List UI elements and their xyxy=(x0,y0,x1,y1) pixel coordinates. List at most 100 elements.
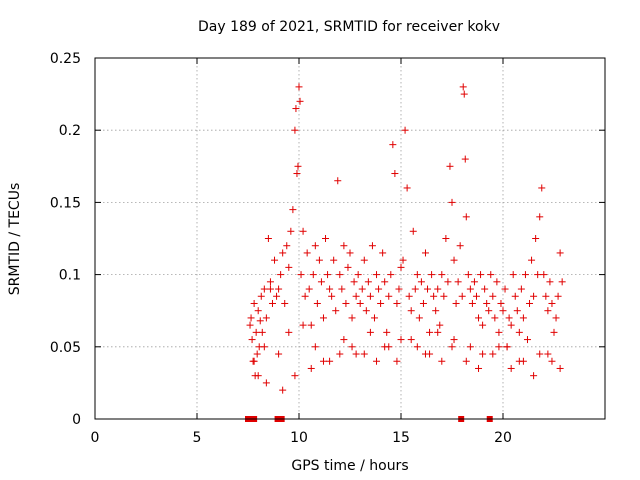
data-point xyxy=(411,285,419,293)
data-point xyxy=(515,328,523,336)
data-point xyxy=(305,285,313,293)
data-point xyxy=(448,343,456,351)
axis-ticks xyxy=(94,57,605,420)
data-point xyxy=(526,299,534,307)
data-point xyxy=(350,278,358,286)
data-point xyxy=(477,271,485,279)
data-point xyxy=(352,350,360,358)
data-point xyxy=(428,271,436,279)
data-point xyxy=(289,206,297,214)
data-point xyxy=(519,314,527,322)
data-point xyxy=(554,292,562,300)
data-point xyxy=(407,336,415,344)
y-tick-label: 0 xyxy=(72,412,81,428)
data-point xyxy=(252,328,260,336)
x-tick-label: 15 xyxy=(392,430,410,446)
data-point xyxy=(373,357,381,365)
data-point xyxy=(470,278,478,286)
data-point xyxy=(260,285,268,293)
data-point xyxy=(458,292,466,300)
data-point xyxy=(364,278,372,286)
data-point xyxy=(459,83,467,91)
data-point xyxy=(328,292,336,300)
data-point xyxy=(285,328,293,336)
data-point xyxy=(264,235,272,242)
data-point xyxy=(352,292,360,300)
data-point xyxy=(450,256,458,264)
data-point xyxy=(421,249,429,257)
data-point xyxy=(292,105,300,113)
data-point xyxy=(399,256,407,264)
x-tick-label: 0 xyxy=(91,430,100,446)
data-point xyxy=(497,299,505,307)
data-point xyxy=(340,336,348,344)
data-point xyxy=(521,271,529,279)
data-point xyxy=(536,213,544,221)
data-point xyxy=(540,271,548,279)
data-point xyxy=(446,162,454,170)
data-point xyxy=(250,299,258,307)
data-point xyxy=(462,213,470,221)
data-point xyxy=(475,364,483,372)
data-point xyxy=(262,314,270,322)
data-point xyxy=(436,321,444,329)
data-point xyxy=(256,317,264,325)
y-tick-label: 0.25 xyxy=(50,51,81,67)
data-point xyxy=(313,299,321,307)
data-point xyxy=(517,285,525,293)
data-point xyxy=(479,321,487,329)
data-point xyxy=(279,249,287,257)
data-point xyxy=(322,235,330,242)
grid xyxy=(95,58,605,419)
data-point xyxy=(279,386,287,394)
data-point xyxy=(493,278,501,286)
data-point xyxy=(444,278,452,286)
data-point xyxy=(379,249,387,257)
data-point xyxy=(397,336,405,344)
data-point xyxy=(319,357,327,365)
data-point xyxy=(417,278,425,286)
data-point xyxy=(383,328,391,336)
data-point xyxy=(291,372,299,380)
data-point xyxy=(293,170,301,178)
data-point xyxy=(556,364,564,372)
data-point xyxy=(366,328,374,336)
data-point xyxy=(366,292,374,300)
data-point xyxy=(358,285,366,293)
data-point xyxy=(356,299,364,307)
data-point xyxy=(397,263,405,271)
data-point xyxy=(311,242,319,250)
data-point xyxy=(317,278,325,286)
data-point xyxy=(544,350,552,358)
data-point xyxy=(334,177,342,185)
data-point xyxy=(481,285,489,293)
data-point xyxy=(489,350,497,358)
data-point xyxy=(360,256,368,264)
data-point xyxy=(297,271,305,279)
data-point xyxy=(407,307,415,315)
data-point xyxy=(253,350,261,358)
data-point xyxy=(296,97,304,105)
data-point xyxy=(440,292,448,300)
data-point xyxy=(266,278,274,286)
data-point xyxy=(260,343,268,351)
data-point xyxy=(550,328,558,336)
data-point xyxy=(430,292,438,300)
data-point xyxy=(275,285,283,293)
y-tick-labels: 0 0.05 0.1 0.15 0.2 0.25 xyxy=(50,51,81,428)
data-point xyxy=(403,184,411,192)
data-point xyxy=(523,336,531,344)
data-point xyxy=(381,278,389,286)
data-point xyxy=(348,314,356,322)
data-point xyxy=(303,249,311,257)
data-marks xyxy=(246,83,566,394)
data-point xyxy=(475,314,483,322)
data-point xyxy=(454,278,462,286)
data-point xyxy=(401,126,409,134)
data-point xyxy=(509,271,517,279)
data-point xyxy=(552,314,560,322)
data-point xyxy=(307,364,315,372)
data-point xyxy=(247,314,255,322)
